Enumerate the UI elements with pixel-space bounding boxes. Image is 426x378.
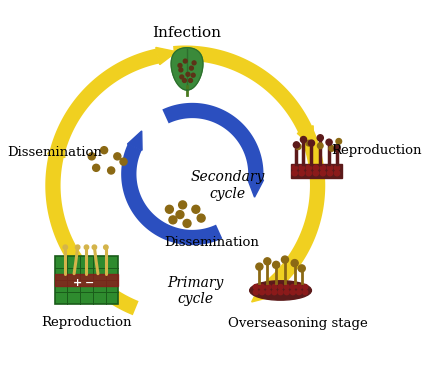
Circle shape (165, 205, 173, 213)
Ellipse shape (250, 281, 311, 300)
Circle shape (101, 147, 108, 154)
Circle shape (108, 167, 115, 174)
Circle shape (191, 73, 195, 77)
Circle shape (183, 59, 187, 63)
Polygon shape (297, 126, 314, 147)
Circle shape (326, 139, 332, 145)
Circle shape (284, 285, 289, 290)
Text: Reproduction: Reproduction (41, 316, 132, 329)
Circle shape (303, 290, 308, 295)
Circle shape (313, 170, 319, 176)
Circle shape (291, 290, 295, 295)
Bar (55, 274, 118, 286)
Polygon shape (248, 179, 264, 197)
Circle shape (273, 261, 280, 268)
Text: Dissemination: Dissemination (164, 236, 259, 249)
Circle shape (183, 220, 191, 228)
Circle shape (190, 66, 193, 70)
Circle shape (266, 290, 271, 295)
Circle shape (259, 290, 265, 295)
Circle shape (327, 170, 333, 176)
Circle shape (284, 290, 289, 295)
Circle shape (92, 164, 100, 171)
Circle shape (296, 290, 302, 295)
Text: Primary
cycle: Primary cycle (168, 276, 224, 307)
Circle shape (295, 144, 301, 149)
Circle shape (334, 145, 340, 152)
Circle shape (306, 140, 311, 146)
Circle shape (253, 285, 258, 290)
Circle shape (114, 153, 121, 160)
Circle shape (306, 170, 311, 176)
Circle shape (169, 216, 177, 224)
Text: Reproduction: Reproduction (331, 144, 421, 157)
Polygon shape (171, 48, 203, 90)
Circle shape (327, 165, 333, 170)
Circle shape (272, 285, 277, 290)
Circle shape (303, 285, 308, 290)
Circle shape (282, 256, 288, 263)
Circle shape (320, 170, 325, 176)
Circle shape (308, 140, 314, 146)
Circle shape (192, 205, 200, 213)
Circle shape (192, 61, 196, 65)
Circle shape (88, 153, 95, 160)
Text: Secondary
cycle: Secondary cycle (190, 170, 265, 201)
Circle shape (306, 165, 311, 170)
Circle shape (197, 214, 205, 222)
Circle shape (291, 285, 295, 290)
Circle shape (92, 245, 97, 249)
Circle shape (291, 260, 298, 266)
Circle shape (272, 290, 277, 295)
Circle shape (189, 79, 193, 82)
Circle shape (176, 211, 184, 218)
Circle shape (292, 165, 297, 170)
Bar (55, 256, 118, 304)
Circle shape (298, 265, 305, 272)
Circle shape (278, 290, 283, 295)
Polygon shape (127, 131, 142, 150)
Circle shape (84, 245, 89, 249)
Circle shape (259, 285, 265, 290)
Circle shape (317, 143, 323, 149)
Circle shape (336, 138, 342, 144)
Circle shape (334, 165, 340, 170)
Circle shape (256, 263, 263, 270)
Circle shape (178, 201, 187, 209)
Bar (291, 164, 343, 178)
Circle shape (320, 165, 325, 170)
Circle shape (75, 245, 80, 249)
Text: +: + (73, 277, 82, 288)
Circle shape (178, 64, 182, 67)
Circle shape (292, 170, 297, 176)
Circle shape (329, 146, 334, 151)
Circle shape (180, 75, 184, 79)
Text: −: − (84, 277, 94, 288)
Circle shape (104, 245, 108, 249)
Circle shape (253, 290, 258, 295)
Circle shape (299, 165, 304, 170)
Circle shape (300, 136, 307, 143)
Circle shape (296, 285, 302, 290)
Polygon shape (156, 47, 177, 65)
Circle shape (313, 165, 319, 170)
Circle shape (334, 170, 340, 176)
Text: Dissemination: Dissemination (7, 146, 102, 160)
Circle shape (264, 258, 271, 265)
Circle shape (186, 72, 190, 76)
Text: Overseasoning stage: Overseasoning stage (228, 318, 368, 330)
Polygon shape (252, 283, 272, 302)
Circle shape (63, 245, 67, 249)
Circle shape (299, 170, 304, 176)
Text: Infection: Infection (153, 26, 222, 40)
Circle shape (317, 135, 323, 141)
Circle shape (294, 142, 299, 148)
Circle shape (179, 68, 183, 72)
Circle shape (182, 79, 186, 82)
Circle shape (278, 285, 283, 290)
Circle shape (120, 158, 127, 165)
Polygon shape (48, 137, 65, 158)
Circle shape (266, 285, 271, 290)
